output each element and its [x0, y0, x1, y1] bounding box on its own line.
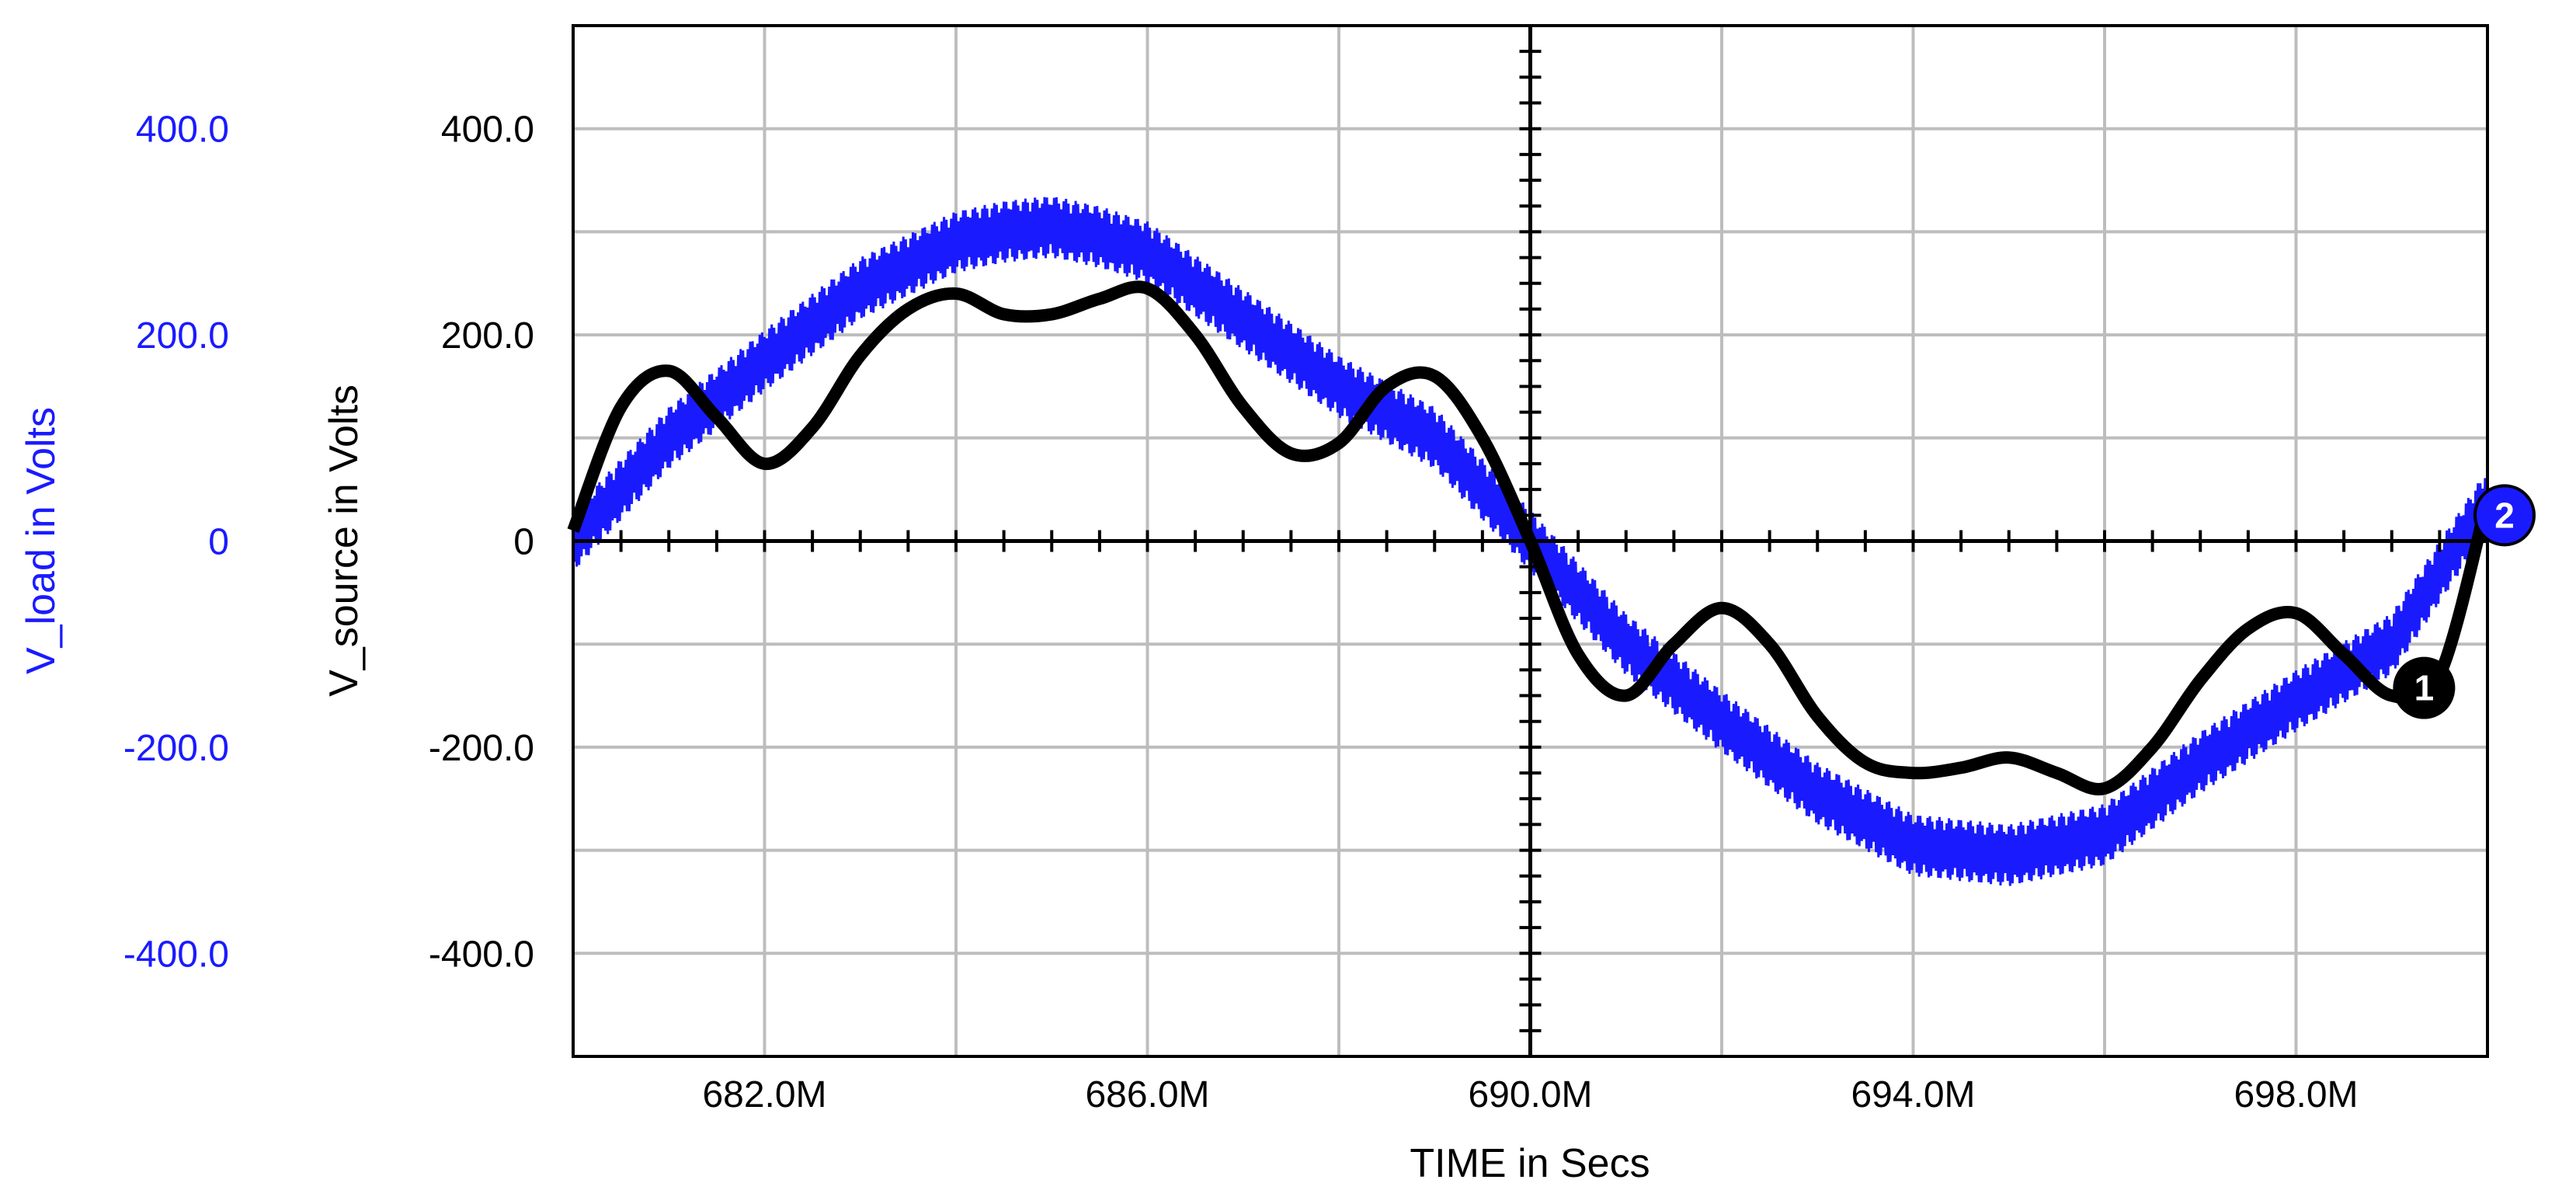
- series-source-marker-label: 1: [2414, 668, 2435, 708]
- y-tick-label-load: -400.0: [123, 934, 229, 975]
- y-tick-label-source: 0: [513, 522, 534, 563]
- y-tick-label-source: -400.0: [429, 934, 534, 975]
- y-tick-label-load: 200.0: [136, 315, 229, 357]
- y-tick-label-load: 0: [208, 522, 229, 563]
- y-tick-label-source: 400.0: [441, 110, 534, 151]
- x-axis-ticks: 682.0M 686.0M 690.0M 694.0M 698.0M: [702, 1074, 2358, 1115]
- x-tick-label: 694.0M: [1851, 1074, 1975, 1115]
- y-tick-label-load: -200.0: [123, 728, 229, 769]
- series-source-marker: [2393, 656, 2456, 719]
- y-tick-label-source: 200.0: [441, 315, 534, 357]
- x-tick-label: 686.0M: [1085, 1074, 1209, 1115]
- x-tick-label: 698.0M: [2234, 1074, 2358, 1115]
- zero-axes: [572, 24, 2489, 1058]
- x-tick-label: 690.0M: [1468, 1074, 1592, 1115]
- x-tick-label: 682.0M: [702, 1074, 826, 1115]
- y-tick-label-source: -200.0: [429, 728, 534, 769]
- series-load-marker-label: 2: [2494, 495, 2515, 535]
- y-axis-label-source: V_source in Volts: [322, 385, 367, 697]
- y-tick-label-load: 400.0: [136, 110, 229, 151]
- y-axis-ticks: 400.0 200.0 0 -200.0 -400.0 400.0 200.0 0 -200.0…: [123, 110, 534, 976]
- x-axis-label: TIME in Secs: [1410, 1141, 1650, 1186]
- series-load-marker: [2473, 484, 2536, 547]
- series-markers: 12: [2393, 484, 2536, 719]
- y-axis-label-load: V_load in Volts: [19, 407, 64, 674]
